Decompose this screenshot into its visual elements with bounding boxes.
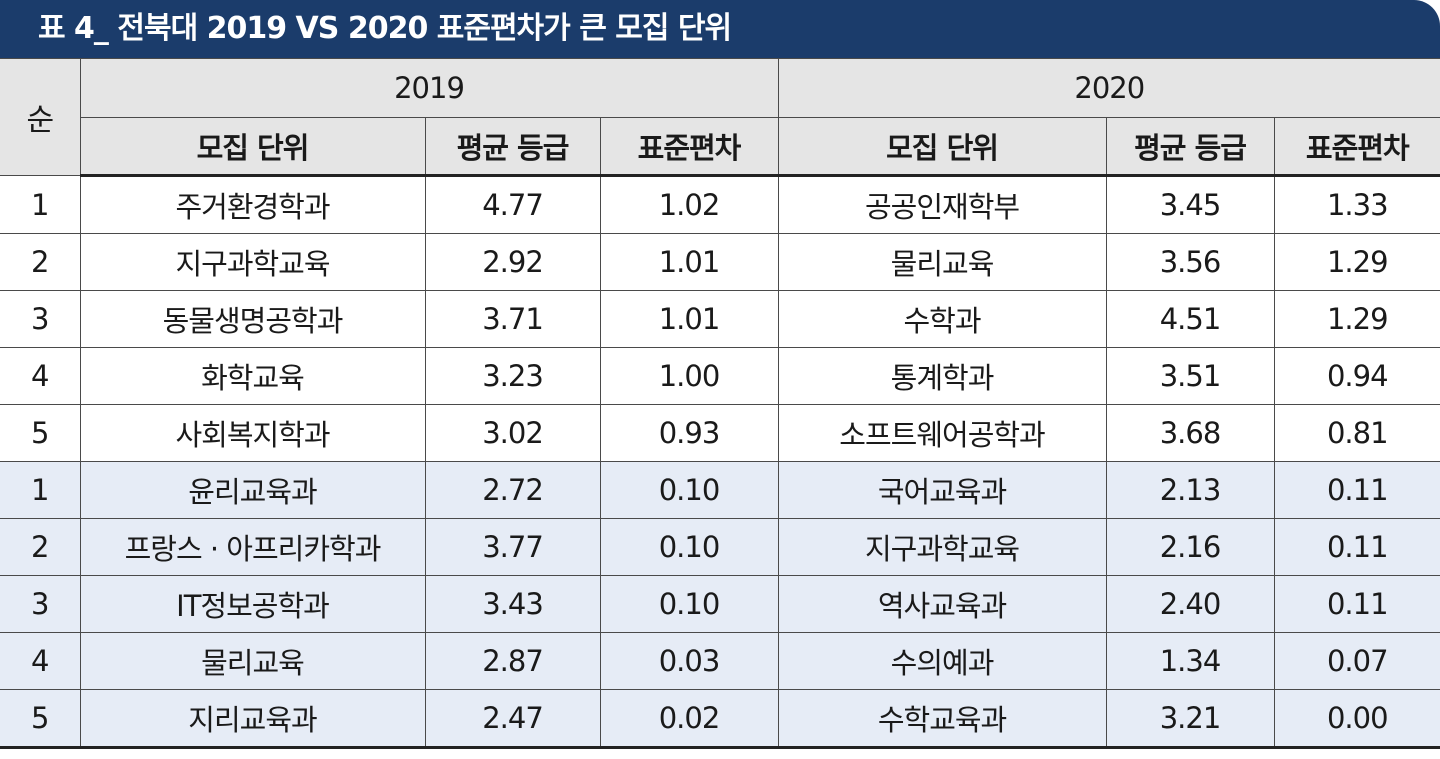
avg-2020-cell: 3.21 [1105,689,1275,749]
table-row: 1 주거환경학과 4.77 1.02 공공인재학부 3.45 1.33 [0,175,1440,234]
unit-2019-cell: 지리교육과 [79,689,426,749]
unit-2019-header: 모집 단위 [80,117,426,177]
unit-2020-cell: 통계학과 [777,347,1107,405]
std-2019-header: 표준편차 [599,117,779,177]
table-row: 2 프랑스 · 아프리카학과 3.77 0.10 지구과학교육 2.16 0.11 [0,518,1440,576]
table-row: 4 화학교육 3.23 1.00 통계학과 3.51 0.94 [0,347,1440,405]
year-2020-header: 2020 [777,58,1440,118]
header-row-years: 순 2019 2020 [0,58,1440,176]
unit-2019-cell: 프랑스 · 아프리카학과 [79,518,426,576]
rank-cell: 4 [0,347,81,405]
unit-2020-cell: 수의예과 [777,632,1107,690]
unit-2019-cell: 물리교육 [79,632,426,690]
avg-2020-cell: 4.51 [1105,290,1275,348]
avg-2020-header: 평균 등급 [1105,117,1275,177]
rank-header: 순 [0,58,81,176]
std-2019-cell: 0.03 [599,632,779,690]
avg-2019-cell: 2.87 [424,632,601,690]
rank-cell: 3 [0,290,81,348]
std-2019-cell: 0.10 [599,518,779,576]
rank-cell: 5 [0,404,81,462]
unit-2020-cell: 물리교육 [777,233,1107,291]
table-row: 3 IT정보공학과 3.43 0.10 역사교육과 2.40 0.11 [0,575,1440,633]
std-2020-cell: 1.33 [1273,175,1440,234]
std-2019-cell: 0.02 [599,689,779,749]
avg-2019-cell: 2.92 [424,233,601,291]
unit-2020-header: 모집 단위 [777,117,1107,177]
std-2019-cell: 0.10 [599,575,779,633]
std-2020-cell: 1.29 [1273,290,1440,348]
unit-2020-cell: 수학과 [777,290,1107,348]
avg-2019-cell: 2.47 [424,689,601,749]
std-2020-cell: 0.07 [1273,632,1440,690]
unit-2019-cell: 주거환경학과 [79,175,426,234]
std-dev-table: 순 2019 2020 모집 단위 평균 등급 표준편차 모집 단위 평균 등급… [0,58,1440,749]
unit-2020-cell: 역사교육과 [777,575,1107,633]
avg-2020-cell: 3.51 [1105,347,1275,405]
year-2019-header: 2019 [79,58,779,118]
rank-cell: 5 [0,689,81,749]
header-row-columns: 모집 단위 평균 등급 표준편차 모집 단위 평균 등급 표준편차 [0,117,1440,177]
avg-2020-cell: 3.45 [1105,175,1275,234]
std-2019-cell: 0.93 [599,404,779,462]
avg-2020-cell: 2.16 [1105,518,1275,576]
avg-2019-cell: 4.77 [424,175,601,234]
std-2020-header: 표준편차 [1273,117,1440,177]
std-2020-cell: 1.29 [1273,233,1440,291]
table-row: 2 지구과학교육 2.92 1.01 물리교육 3.56 1.29 [0,233,1440,291]
std-2020-cell: 0.11 [1273,518,1440,576]
std-2020-cell: 0.11 [1273,461,1440,519]
unit-2020-cell: 지구과학교육 [777,518,1107,576]
avg-2019-cell: 3.02 [424,404,601,462]
unit-2020-cell: 수학교육과 [777,689,1107,749]
table-row: 1 윤리교육과 2.72 0.10 국어교육과 2.13 0.11 [0,461,1440,519]
unit-2019-cell: 동물생명공학과 [79,290,426,348]
avg-2020-cell: 3.56 [1105,233,1275,291]
avg-2020-cell: 2.40 [1105,575,1275,633]
avg-2019-header: 평균 등급 [424,117,601,177]
unit-2019-cell: 지구과학교육 [79,233,426,291]
table-row: 4 물리교육 2.87 0.03 수의예과 1.34 0.07 [0,632,1440,690]
unit-2019-cell: 윤리교육과 [79,461,426,519]
unit-2020-cell: 국어교육과 [777,461,1107,519]
rank-cell: 2 [0,233,81,291]
table-title: 표 4_ 전북대 2019 VS 2020 표준편차가 큰 모집 단위 [38,11,732,46]
avg-2019-cell: 3.23 [424,347,601,405]
unit-2020-cell: 공공인재학부 [777,175,1107,234]
avg-2020-cell: 1.34 [1105,632,1275,690]
std-2020-cell: 0.81 [1273,404,1440,462]
unit-2019-cell: IT정보공학과 [79,575,426,633]
unit-2020-cell: 소프트웨어공학과 [777,404,1107,462]
avg-2019-cell: 2.72 [424,461,601,519]
std-2019-cell: 1.01 [599,233,779,291]
unit-2019-cell: 사회복지학과 [79,404,426,462]
std-2020-cell: 0.11 [1273,575,1440,633]
table-row: 3 동물생명공학과 3.71 1.01 수학과 4.51 1.29 [0,290,1440,348]
avg-2019-cell: 3.77 [424,518,601,576]
std-2019-cell: 1.01 [599,290,779,348]
table-row: 5 지리교육과 2.47 0.02 수학교육과 3.21 0.00 [0,689,1440,749]
avg-2019-cell: 3.71 [424,290,601,348]
std-2019-cell: 1.00 [599,347,779,405]
table-body: 1 주거환경학과 4.77 1.02 공공인재학부 3.45 1.33 2 지구과학교육 2.92… [0,175,1440,749]
avg-2020-cell: 3.68 [1105,404,1275,462]
std-2019-cell: 0.10 [599,461,779,519]
std-2020-cell: 0.00 [1273,689,1440,749]
rank-cell: 2 [0,518,81,576]
avg-2019-cell: 3.43 [424,575,601,633]
rank-cell: 1 [0,175,81,234]
table-row: 5 사회복지학과 3.02 0.93 소프트웨어공학과 3.68 0.81 [0,404,1440,462]
table-title-bar: 표 4_ 전북대 2019 VS 2020 표준편차가 큰 모집 단위 [0,0,1440,58]
rank-cell: 1 [0,461,81,519]
avg-2020-cell: 2.13 [1105,461,1275,519]
std-2020-cell: 0.94 [1273,347,1440,405]
rank-cell: 4 [0,632,81,690]
unit-2019-cell: 화학교육 [79,347,426,405]
std-2019-cell: 1.02 [599,175,779,234]
rank-cell: 3 [0,575,81,633]
